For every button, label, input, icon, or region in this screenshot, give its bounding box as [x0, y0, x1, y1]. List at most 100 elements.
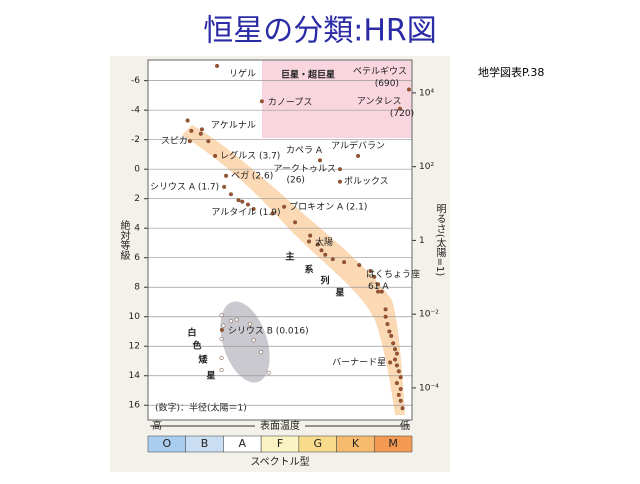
star-dot — [228, 319, 234, 324]
y-tick-label: 6 — [134, 253, 140, 263]
star-dot — [306, 239, 312, 244]
star-dot — [383, 314, 388, 319]
y2-axis-title: 明るさ(太陽=1) — [434, 204, 446, 277]
y-tick-label: 14 — [129, 371, 141, 381]
y2-tick-label: 1 — [419, 236, 425, 246]
star-dot — [221, 323, 226, 328]
star-label: カペラ A — [286, 145, 323, 156]
star-dot — [245, 202, 250, 207]
star-dot — [372, 274, 377, 279]
star-dot — [342, 260, 347, 265]
y2-tick-label: 10⁻⁴ — [419, 383, 439, 393]
star-dot — [317, 158, 323, 163]
star-dot — [293, 220, 298, 225]
star-dot — [222, 184, 227, 189]
star-dot — [199, 127, 204, 132]
star-label: ベテルギウス — [353, 66, 407, 77]
star-dot — [392, 347, 398, 352]
y-tick-label: -4 — [131, 106, 140, 116]
star-dot — [282, 204, 287, 209]
spectral-label: M — [388, 437, 398, 450]
star-dot — [185, 118, 190, 123]
star-dot — [392, 357, 398, 362]
spectral-label: B — [201, 437, 209, 450]
star-dot — [219, 313, 224, 318]
star-label: 太陽 — [315, 236, 333, 248]
star-dot — [206, 139, 211, 144]
star-dot — [266, 370, 271, 375]
star-dot — [247, 322, 252, 327]
star-dot — [385, 322, 390, 327]
star-dot — [251, 206, 256, 212]
star-dot — [240, 199, 245, 204]
star-dot — [270, 211, 275, 216]
main-sequence-label: 列 — [320, 275, 329, 287]
x-high: 高 — [152, 419, 162, 432]
white-dwarf-label: 白 — [187, 327, 196, 339]
star-label: バーナード星 — [332, 357, 386, 368]
star-label: アークトゥルス — [273, 164, 335, 175]
star-dot — [356, 153, 361, 158]
y-tick-label: -2 — [131, 135, 140, 145]
star-dot — [383, 307, 388, 312]
star-dot — [219, 367, 224, 372]
star-label: アルデバラン — [331, 139, 385, 151]
star-dot — [376, 289, 381, 294]
star-dot — [198, 131, 203, 136]
star-dot — [251, 338, 256, 343]
y-tick-label: 2 — [134, 194, 140, 204]
star-dot — [400, 406, 405, 411]
main-sequence-label: 主 — [285, 251, 294, 263]
x-low: 低 — [400, 419, 410, 432]
y2-tick-label: 10⁻² — [419, 310, 439, 320]
star-dot — [308, 233, 313, 238]
label-bg — [255, 420, 305, 432]
star-dot — [396, 392, 401, 397]
star-dot — [394, 381, 399, 386]
star-label: アケルナル — [211, 120, 256, 131]
star-dot — [389, 333, 394, 338]
star-radius: (26) — [286, 176, 304, 186]
star-dot — [398, 386, 403, 392]
star-dot — [213, 153, 218, 158]
star-dot — [397, 106, 402, 111]
star-label: スピカ — [161, 136, 188, 147]
star-label: アルタイル (1.9) — [211, 207, 280, 218]
white-dwarf-label: 色 — [192, 340, 201, 352]
plot-frame — [147, 59, 413, 421]
star-dot — [234, 317, 239, 322]
white-dwarf-label: 星 — [206, 371, 215, 382]
star-dot — [259, 350, 264, 355]
star-dot — [398, 375, 403, 380]
star-dot — [319, 248, 324, 253]
star-label: プロキオン A (2.1) — [289, 201, 367, 212]
category-title: スペクトル型 — [250, 455, 309, 468]
y-axis-title: 絶対等級 — [118, 219, 130, 261]
main-sequence-label: 星 — [335, 288, 344, 299]
giant-label: 巨星・超巨星 — [281, 69, 335, 81]
reference: 地学図表P.38 — [478, 65, 544, 79]
spectral-label: G — [313, 437, 322, 450]
y-tick-label: 4 — [134, 224, 140, 234]
spectral-label: A — [239, 437, 247, 450]
star-label: シリウス A (1.7) — [150, 181, 219, 192]
star-dot — [219, 355, 224, 361]
y-tick-label: 12 — [129, 342, 140, 352]
star-label: カノープス — [268, 97, 312, 108]
slide-title: 恒星の分類:HR図 — [203, 14, 437, 49]
star-radius: 61 A — [368, 282, 389, 292]
star-dot — [376, 282, 381, 287]
x-axis-title: 表面温度 — [260, 419, 300, 432]
star-dot — [187, 139, 192, 144]
star-dot — [259, 99, 264, 104]
star-dot — [315, 242, 320, 247]
y-tick-label: 16 — [129, 401, 141, 411]
star-label: はくちょう座 — [366, 268, 420, 280]
radius-note: (数字)：半径(太陽＝1) — [155, 402, 247, 414]
star-dot — [387, 329, 392, 334]
giant-region — [262, 60, 412, 138]
star-dot — [224, 173, 229, 178]
spectral-box — [373, 435, 413, 453]
star-dot — [337, 179, 343, 184]
